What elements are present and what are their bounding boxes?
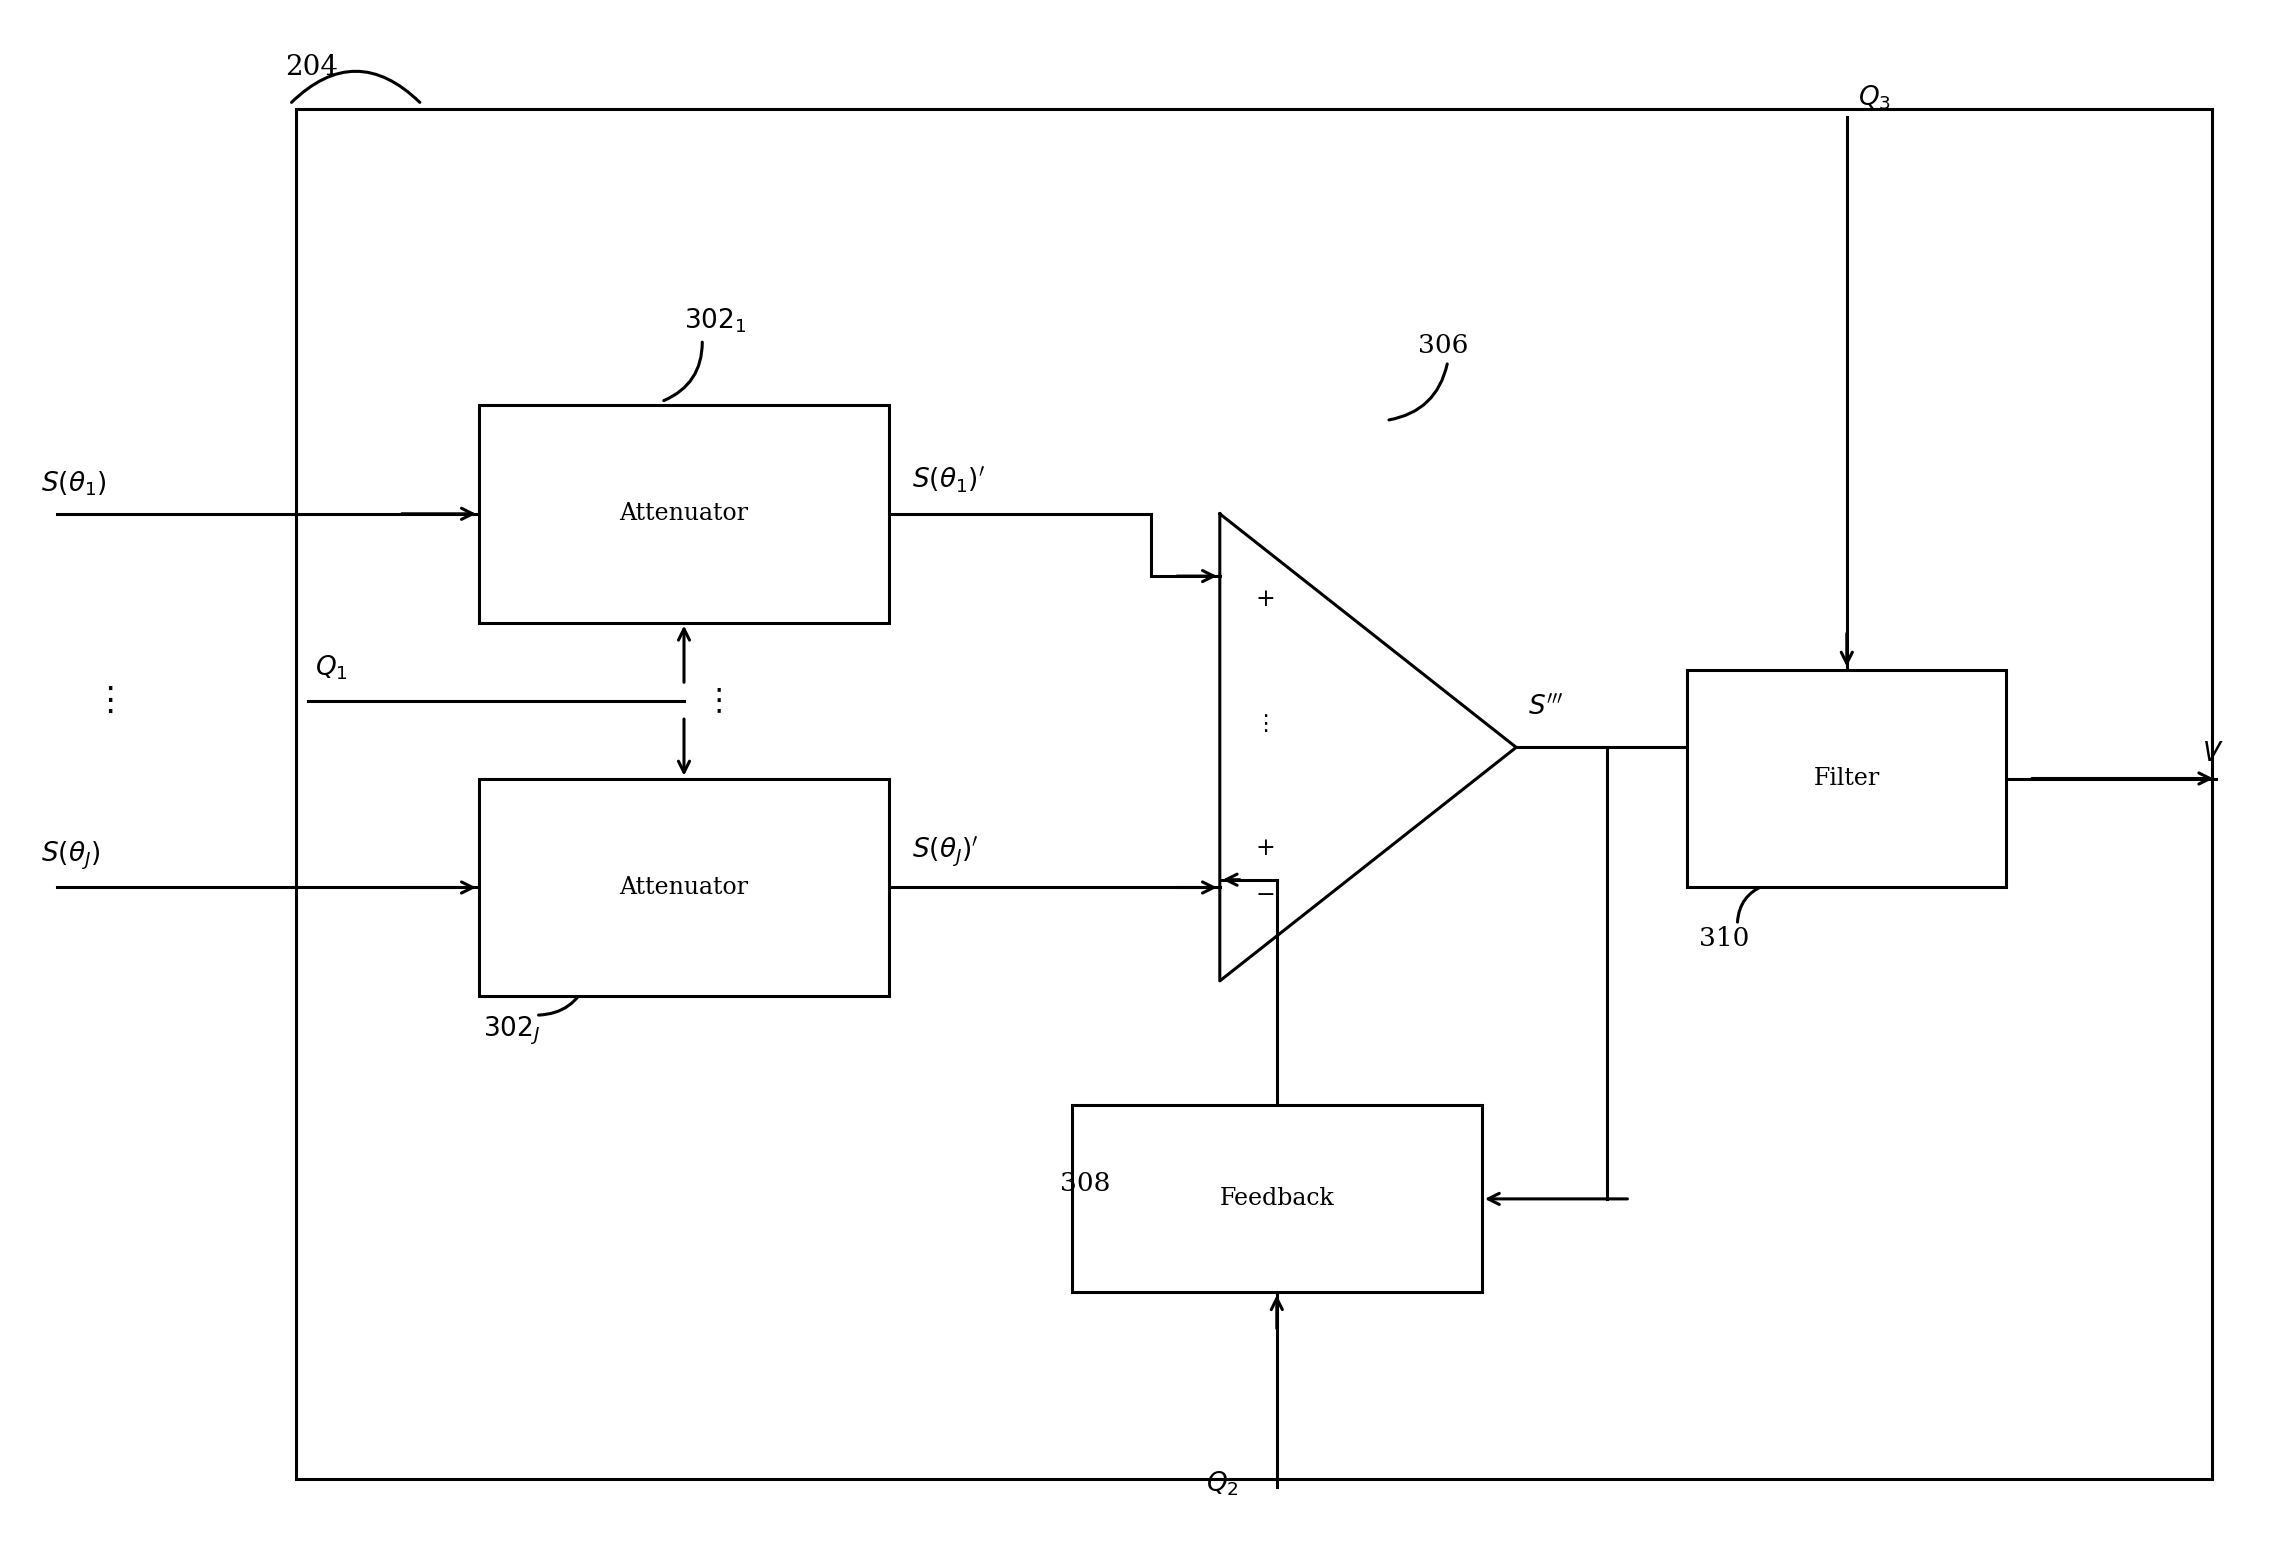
- Text: +: +: [1256, 589, 1275, 610]
- Text: $Q_1$: $Q_1$: [315, 654, 347, 682]
- Text: Filter: Filter: [1813, 768, 1881, 789]
- Text: −: −: [1256, 884, 1275, 906]
- Text: $302_1$: $302_1$: [684, 307, 746, 335]
- Text: $S(\theta_J)$: $S(\theta_J)$: [41, 839, 100, 872]
- Bar: [296, 109, 2212, 1479]
- Text: $Q_2$: $Q_2$: [1206, 1470, 1238, 1498]
- Bar: [479, 778, 889, 996]
- Text: ⋮: ⋮: [702, 687, 734, 715]
- Bar: [1072, 1105, 1482, 1292]
- FancyArrowPatch shape: [1737, 886, 1765, 922]
- Text: ⋮: ⋮: [1254, 715, 1277, 733]
- Text: 204: 204: [285, 54, 337, 81]
- Bar: [1687, 670, 2006, 887]
- Text: 306: 306: [1418, 333, 1468, 358]
- Text: $S(\theta_1)$: $S(\theta_1)$: [41, 470, 107, 498]
- Bar: [479, 405, 889, 623]
- FancyArrowPatch shape: [663, 343, 702, 400]
- Text: Feedback: Feedback: [1220, 1188, 1334, 1210]
- Text: ⋮: ⋮: [93, 684, 125, 718]
- Text: 308: 308: [1060, 1171, 1110, 1196]
- FancyArrowPatch shape: [538, 981, 588, 1015]
- Text: 310: 310: [1699, 926, 1749, 951]
- FancyArrowPatch shape: [1389, 364, 1448, 420]
- Text: $302_J$: $302_J$: [483, 1015, 540, 1048]
- Text: $Q_3$: $Q_3$: [1858, 84, 1890, 112]
- Text: +: +: [1256, 838, 1275, 859]
- Text: $V$: $V$: [2202, 741, 2223, 766]
- Text: $S(\theta_J)'$: $S(\theta_J)'$: [912, 835, 978, 869]
- Text: $S'''$: $S'''$: [1528, 693, 1564, 719]
- Text: Attenuator: Attenuator: [620, 877, 748, 898]
- FancyArrowPatch shape: [1124, 1140, 1167, 1169]
- FancyArrowPatch shape: [292, 72, 420, 103]
- Text: Attenuator: Attenuator: [620, 503, 748, 525]
- Text: $S(\theta_1)'$: $S(\theta_1)'$: [912, 464, 985, 495]
